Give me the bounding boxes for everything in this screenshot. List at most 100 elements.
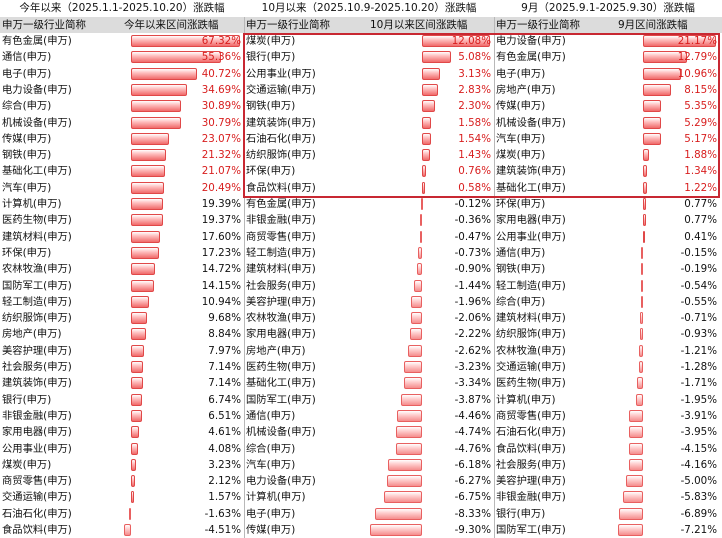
value-bar	[131, 361, 143, 373]
value-label: -1.96%	[454, 295, 491, 308]
table-row: 食品饮料(申万) -4.51%	[0, 522, 244, 538]
value-label: -1.71%	[680, 377, 717, 390]
value-bar	[625, 475, 643, 488]
table-row: 纺织服饰(申万) 9.68%	[0, 310, 244, 326]
value-label: 1.57%	[208, 491, 241, 504]
value-bar	[131, 377, 143, 390]
table-row: 美容护理(申万) -1.96%	[244, 294, 494, 310]
industry-name: 石油石化(申万)	[246, 132, 316, 145]
industry-name: 医药生物(申万)	[2, 214, 72, 227]
table-row: 计算机(申万) -6.75%	[244, 489, 494, 505]
value-label: 2.83%	[458, 83, 491, 96]
value-label: -0.36%	[454, 214, 491, 227]
industry-name: 汽车(申万)	[496, 132, 546, 145]
industry-name: 电子(申万)	[496, 67, 546, 80]
industry-name: 钢铁(申万)	[2, 149, 52, 162]
industry-name: 传媒(申万)	[246, 524, 296, 536]
value-label: -3.87%	[454, 393, 491, 406]
value-bar	[409, 328, 423, 341]
value-bar	[642, 230, 645, 243]
value-bar	[629, 409, 643, 422]
industry-name: 食品饮料(申万)	[2, 524, 72, 536]
value-label: -6.27%	[454, 475, 491, 488]
industry-name: 传媒(申万)	[496, 100, 546, 113]
industry-name: 煤炭(申万)	[246, 35, 296, 47]
value-label: -0.12%	[454, 198, 491, 210]
industry-name: 国防军工(申万)	[496, 524, 566, 536]
industry-name: 计算机(申万)	[246, 491, 306, 504]
value-bar	[618, 524, 643, 536]
value-label: -5.83%	[680, 491, 717, 504]
industry-name: 综合(申万)	[2, 100, 52, 113]
value-label: 19.37%	[201, 214, 241, 227]
industry-name: 通信(申万)	[496, 246, 546, 259]
value-label: -6.75%	[454, 491, 491, 504]
industry-name: 轻工制造(申万)	[2, 295, 72, 308]
table-row: 计算机(申万) 19.39%	[0, 196, 244, 212]
industry-name: 农林牧渔(申万)	[2, 263, 72, 276]
value-label: 7.97%	[208, 344, 241, 357]
table-row: 电力设备(申万) 21.17%	[494, 33, 722, 49]
value-bar	[131, 312, 147, 325]
value-label: 2.12%	[208, 475, 241, 488]
panel-title: 10月以来（2025.10.9-2025.10.20）涨跌幅	[261, 2, 477, 14]
table-row: 机械设备(申万) 5.29%	[494, 115, 722, 131]
value-bar	[622, 491, 643, 504]
table-row: 轻工制造(申万) -0.54%	[494, 278, 722, 294]
value-bar	[642, 83, 671, 96]
table-row: 家用电器(申万) 4.61%	[0, 424, 244, 440]
industry-name: 食品饮料(申万)	[496, 442, 566, 455]
table-row: 汽车(申万) 5.17%	[494, 131, 722, 147]
value-bar	[422, 149, 431, 162]
value-label: -0.15%	[680, 246, 717, 259]
value-bar	[642, 149, 650, 162]
industry-name: 有色金属(申万)	[246, 198, 316, 210]
table-row: 计算机(申万) -1.95%	[494, 392, 722, 408]
industry-name: 交通运输(申万)	[2, 491, 72, 504]
industry-name: 纺织服饰(申万)	[2, 312, 72, 325]
table-row: 电子(申万) 40.72%	[0, 66, 244, 82]
value-label: -0.19%	[680, 263, 717, 276]
value-bar	[642, 214, 646, 227]
value-bar	[395, 442, 423, 455]
table-row: 房地产(申万) -2.62%	[244, 343, 494, 359]
value-bar	[420, 214, 423, 227]
industry-name: 基础化工(申万)	[496, 181, 566, 194]
value-bar	[397, 409, 423, 422]
value-label: -3.95%	[680, 426, 717, 439]
industry-name: 非银金融(申万)	[496, 491, 566, 504]
panel-header: 申万一级行业简称 今年以来区间涨跌幅	[0, 17, 244, 33]
table-row: 农林牧渔(申万) -1.21%	[494, 343, 722, 359]
value-label: 6.74%	[208, 393, 241, 406]
industry-name: 家用电器(申万)	[496, 214, 566, 227]
value-label: -5.00%	[680, 475, 717, 488]
value-label: -3.23%	[454, 361, 491, 373]
value-label: 7.14%	[208, 361, 241, 373]
value-bar	[131, 67, 198, 80]
table-row: 钢铁(申万) 21.32%	[0, 147, 244, 163]
value-bar	[131, 246, 160, 259]
value-label: -0.73%	[454, 246, 491, 259]
table-row: 商贸零售(申万) -3.91%	[494, 408, 722, 424]
value-bar	[131, 491, 134, 504]
industry-name: 建筑材料(申万)	[496, 312, 566, 325]
panel-ytd: 今年以来（2025.1.1-2025.10.20）涨跌幅 申万一级行业简称 今年…	[0, 0, 244, 538]
header-name: 申万一级行业简称	[496, 19, 580, 31]
value-label: 67.32%	[201, 35, 241, 47]
industry-name: 房地产(申万)	[246, 344, 306, 357]
industry-name: 计算机(申万)	[496, 393, 556, 406]
value-label: 4.08%	[208, 442, 241, 455]
industry-name: 电力设备(申万)	[246, 475, 316, 488]
value-bar	[422, 132, 431, 145]
value-label: 5.08%	[458, 51, 491, 64]
value-label: -0.93%	[680, 328, 717, 341]
industry-name: 国防军工(申万)	[246, 393, 316, 406]
table-row: 轻工制造(申万) -0.73%	[244, 245, 494, 261]
industry-name: 环保(申万)	[2, 246, 52, 259]
panel-header: 申万一级行业简称 10月以来区间涨跌幅	[244, 17, 494, 33]
industry-name: 国防军工(申万)	[2, 279, 72, 292]
value-bar	[131, 328, 146, 341]
industry-name: 建筑装饰(申万)	[246, 116, 316, 129]
value-bar	[414, 279, 423, 292]
value-label: 2.30%	[458, 100, 491, 113]
